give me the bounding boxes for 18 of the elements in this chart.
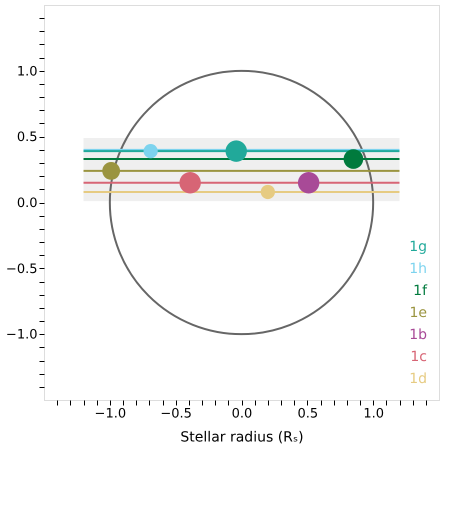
text: 1h (409, 261, 427, 277)
y-tick-label: 0.5 (16, 130, 38, 146)
text: 1b (409, 327, 428, 343)
text: 1e (409, 305, 427, 321)
x-tick-label: 0.0 (232, 406, 252, 422)
text: 1f (413, 283, 428, 299)
x-tick-label: −1.0 (94, 406, 126, 422)
text: 1d (409, 371, 427, 387)
y-tick-label: −0.5 (6, 262, 38, 277)
y-tick-label: 0.0 (16, 196, 38, 211)
x-tick-label: 1.0 (363, 406, 384, 422)
text: 1c (410, 349, 427, 365)
y-tick-label: 1.0 (16, 64, 38, 80)
y-tick-label: −1.0 (6, 328, 38, 343)
x-tick-label: 0.5 (297, 406, 318, 422)
x-tick-label: −0.5 (160, 406, 192, 422)
text: 1g (409, 239, 427, 255)
x-axis-title: Stellar radius (Rₛ) (180, 430, 304, 446)
